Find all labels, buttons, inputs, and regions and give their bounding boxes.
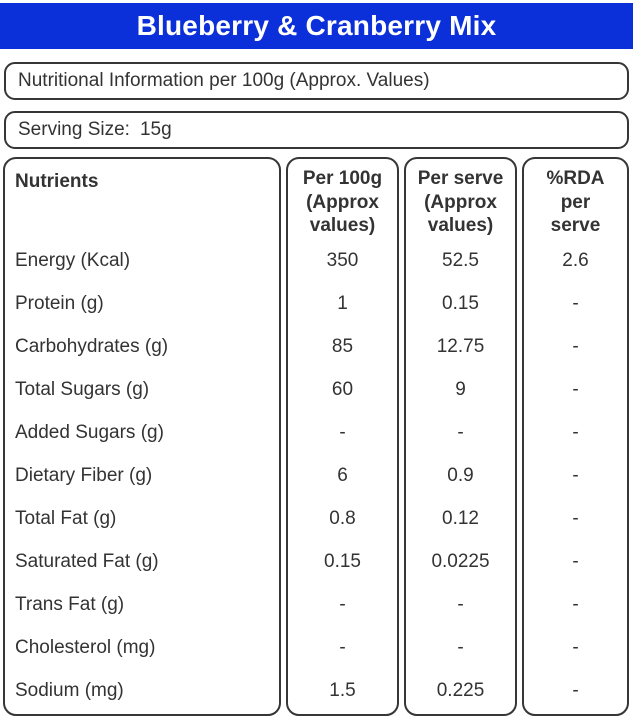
row-label: Cholesterol (mg): [15, 636, 156, 658]
serving-size-value: 15g: [139, 119, 172, 140]
cell-per-100g: -: [339, 593, 346, 615]
column-header-per-100g: Per 100g (Approx values): [302, 168, 383, 236]
row-label: Trans Fat (g): [15, 593, 125, 615]
column-rda: %RDA per serve 2.6 - - - - - - - - - -: [522, 157, 629, 716]
cell-rda: -: [572, 421, 579, 443]
cell-per-100g: 0.15: [324, 550, 361, 572]
cell-per-100g: 1.5: [329, 679, 356, 701]
cell-per-100g: 60: [331, 378, 354, 400]
cell-rda: -: [572, 335, 579, 357]
cell-per-serve: 0.9: [447, 464, 474, 486]
cell-per-100g: 6: [337, 464, 348, 486]
row-label: Carbohydrates (g): [15, 335, 169, 357]
column-header-nutrients: Nutrients: [15, 171, 99, 192]
column-nutrients: Nutrients Energy (Kcal) Protein (g) Carb…: [3, 157, 281, 716]
row-label: Protein (g): [15, 292, 104, 314]
cell-per-100g: 350: [326, 249, 359, 271]
cell-per-100g: -: [339, 421, 346, 443]
cell-rda: -: [572, 636, 579, 658]
column-per-100g: Per 100g (Approx values) 350 1 85 60 - 6…: [286, 157, 399, 716]
serving-size-box: Serving Size: 15g: [4, 111, 629, 149]
cell-per-serve: 0.15: [442, 292, 479, 314]
nutrients-table: Nutrients Energy (Kcal) Protein (g) Carb…: [3, 157, 630, 716]
title-bar: Blueberry & Cranberry Mix: [0, 3, 633, 49]
column-header-rda: %RDA per serve: [546, 168, 605, 236]
cell-rda: -: [572, 378, 579, 400]
row-label: Total Fat (g): [15, 507, 117, 529]
cell-rda: -: [572, 679, 579, 701]
cell-rda: -: [572, 593, 579, 615]
serving-size-label: Serving Size:: [18, 119, 130, 140]
cell-per-serve: -: [457, 636, 464, 658]
row-label: Dietary Fiber (g): [15, 464, 153, 486]
row-label: Sodium (mg): [15, 679, 124, 701]
cell-per-serve: 9: [455, 378, 466, 400]
cell-rda: 2.6: [562, 249, 589, 271]
cell-per-serve: 0.0225: [431, 550, 490, 572]
row-label: Added Sugars (g): [15, 421, 164, 443]
column-per-serve: Per serve (Approx values) 52.5 0.15 12.7…: [404, 157, 517, 716]
nutritional-info-text: Nutritional Information per 100g (Approx…: [18, 70, 430, 91]
cell-per-100g: 0.8: [329, 507, 356, 529]
product-title: Blueberry & Cranberry Mix: [136, 10, 497, 41]
cell-per-100g: -: [339, 636, 346, 658]
column-header-per-serve: Per serve (Approx values): [417, 168, 504, 236]
nutritional-info-box: Nutritional Information per 100g (Approx…: [4, 62, 629, 100]
cell-per-100g: 1: [337, 292, 348, 314]
cell-per-100g: 85: [331, 335, 354, 357]
row-label: Total Sugars (g): [15, 378, 150, 400]
cell-per-serve: 52.5: [442, 249, 479, 271]
cell-per-serve: 0.12: [442, 507, 479, 529]
cell-rda: -: [572, 550, 579, 572]
cell-per-serve: 12.75: [436, 335, 485, 357]
row-label: Saturated Fat (g): [15, 550, 159, 572]
row-label: Energy (Kcal): [15, 249, 131, 271]
cell-rda: -: [572, 507, 579, 529]
cell-per-serve: 0.225: [436, 679, 485, 701]
cell-rda: -: [572, 464, 579, 486]
cell-rda: -: [572, 292, 579, 314]
cell-per-serve: -: [457, 593, 464, 615]
cell-per-serve: -: [457, 421, 464, 443]
